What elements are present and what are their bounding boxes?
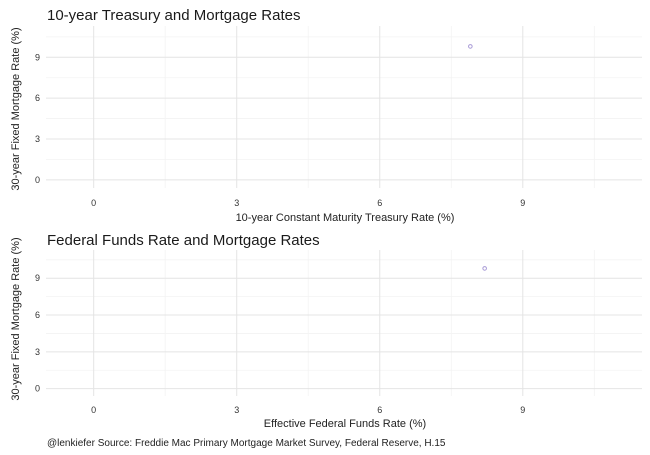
fedfunds-x-axis-label: Effective Federal Funds Rate (%)	[264, 418, 426, 430]
treasury-y-tick-label: 9	[35, 52, 40, 62]
treasury-y-ticks: 0 3 6 9	[35, 52, 40, 185]
fedfunds-y-tick-label: 0	[35, 384, 40, 394]
source-caption: @lenkiefer Source: Freddie Mac Primary M…	[47, 438, 446, 449]
fedfunds-y-tick-label: 3	[35, 347, 40, 357]
treasury-grid	[46, 26, 642, 188]
treasury-x-tick-label: 3	[234, 198, 239, 208]
treasury-x-ticks: 0 3 6 9	[91, 198, 525, 208]
fedfunds-x-tick-label: 3	[234, 405, 239, 415]
treasury-points	[468, 44, 473, 49]
treasury-mortgage-panel: 10-year Treasury and Mortgage Rates 0 3 6 9…	[10, 7, 642, 224]
fedfunds-x-tick-label: 6	[377, 405, 382, 415]
treasury-x-tick-label: 6	[377, 198, 382, 208]
fedfunds-y-tick-label: 6	[35, 310, 40, 320]
treasury-chart-title: 10-year Treasury and Mortgage Rates	[47, 7, 300, 24]
fedfunds-points	[482, 266, 487, 271]
fedfunds-mortgage-panel: Federal Funds Rate and Mortgage Rates 0 3…	[10, 232, 642, 430]
fedfunds-x-tick-label: 0	[91, 405, 96, 415]
fedfunds-y-tick-label: 9	[35, 273, 40, 283]
fedfunds-x-tick-label: 9	[520, 405, 525, 415]
treasury-x-tick-label: 0	[91, 198, 96, 208]
treasury-y-axis-label: 30-year Fixed Mortgage Rate (%)	[10, 27, 22, 190]
fedfunds-grid	[46, 250, 642, 396]
fedfunds-chart-title: Federal Funds Rate and Mortgage Rates	[47, 232, 320, 249]
fedfunds-y-ticks: 0 3 6 9	[35, 273, 40, 393]
treasury-data-point	[468, 44, 473, 49]
fedfunds-y-axis-label: 30-year Fixed Mortgage Rate (%)	[10, 237, 22, 400]
fedfunds-x-ticks: 0 3 6 9	[91, 405, 525, 415]
treasury-y-tick-label: 0	[35, 175, 40, 185]
fedfunds-data-point	[482, 266, 487, 271]
treasury-x-tick-label: 9	[520, 198, 525, 208]
treasury-x-axis-label: 10-year Constant Maturity Treasury Rate …	[236, 212, 455, 224]
treasury-y-tick-label: 3	[35, 134, 40, 144]
treasury-y-tick-label: 6	[35, 93, 40, 103]
